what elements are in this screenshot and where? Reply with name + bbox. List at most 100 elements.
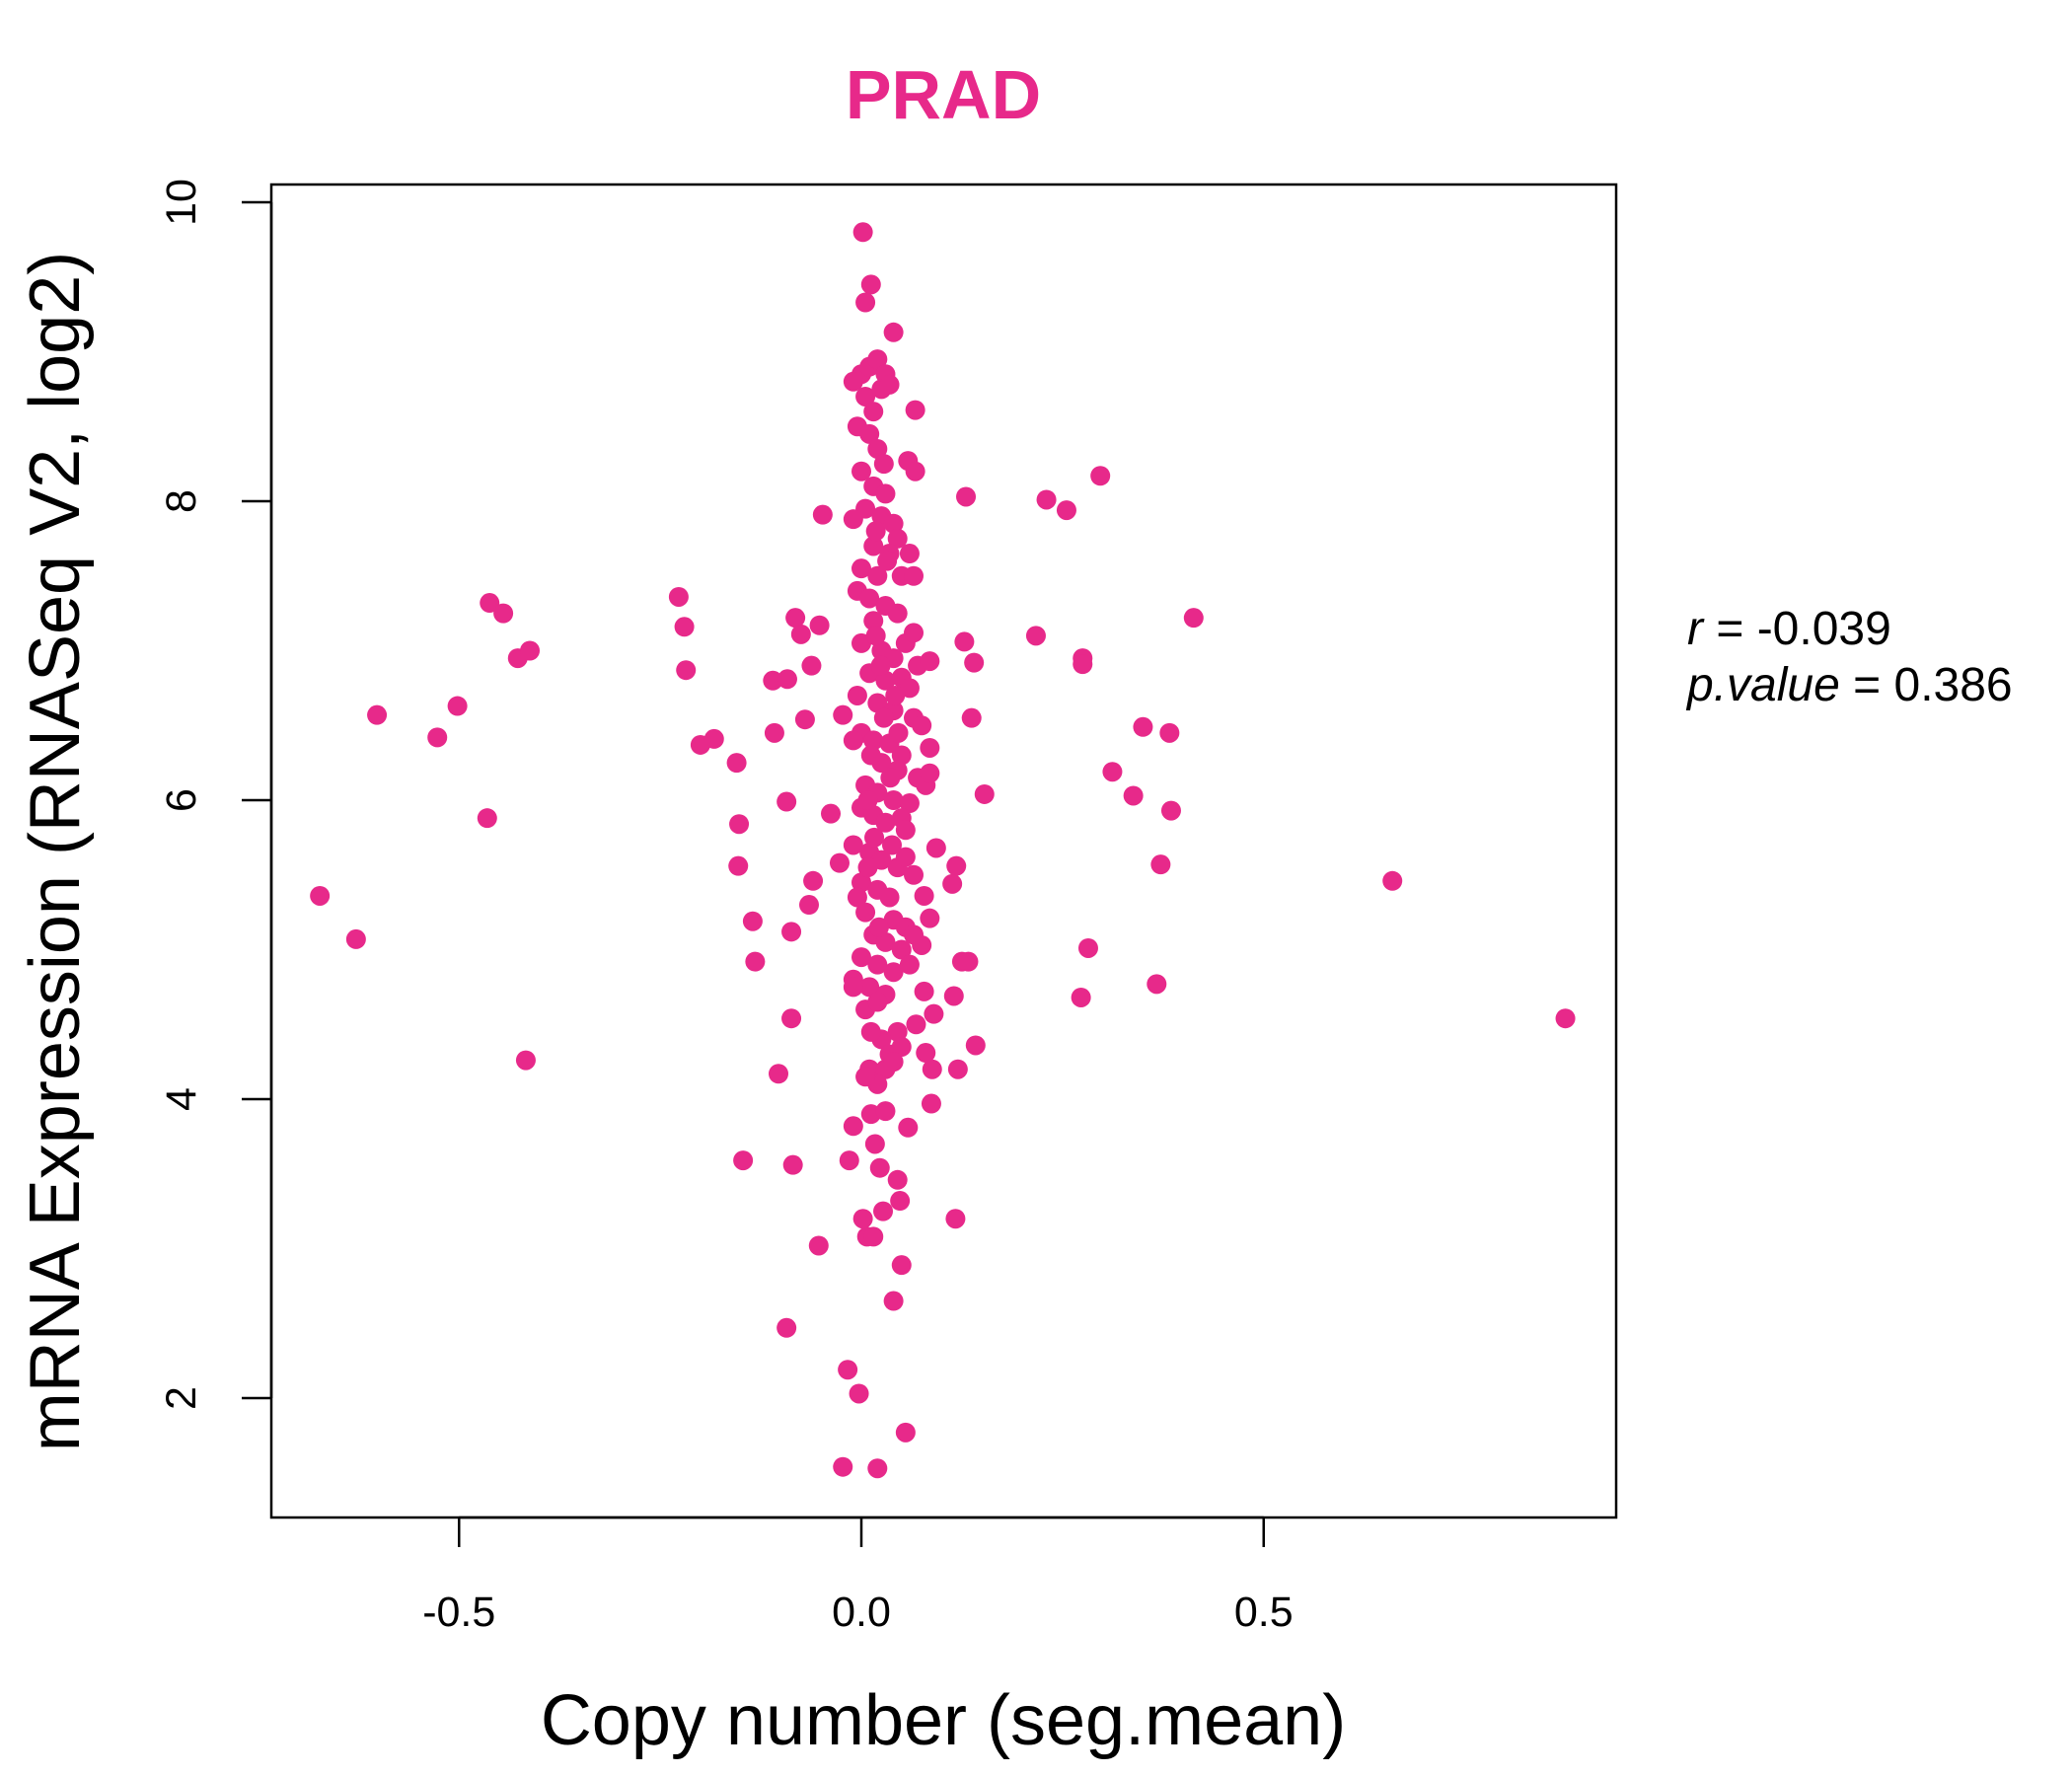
- data-point: [1102, 762, 1123, 782]
- data-point: [851, 461, 871, 481]
- data-point: [964, 652, 985, 673]
- data-point: [838, 1360, 858, 1380]
- data-point: [1159, 722, 1180, 743]
- data-point: [808, 1235, 829, 1256]
- data-point: [867, 992, 888, 1012]
- data-point: [873, 454, 894, 475]
- data-point: [864, 827, 885, 848]
- data-point: [912, 715, 932, 736]
- data-point: [875, 483, 896, 504]
- data-point: [1160, 800, 1181, 821]
- data-point: [1056, 500, 1076, 521]
- data-point: [883, 1052, 904, 1073]
- data-point: [855, 1067, 876, 1087]
- data-point: [676, 660, 697, 681]
- data-point: [925, 838, 946, 858]
- data-point: [888, 722, 909, 743]
- data-point: [867, 1458, 888, 1479]
- data-point: [865, 521, 886, 542]
- correlation-annotation: r = -0.039: [1687, 603, 1891, 655]
- data-point: [1133, 716, 1153, 737]
- data-point: [1382, 870, 1403, 891]
- data-point: [843, 371, 863, 392]
- data-point: [895, 820, 916, 841]
- data-point: [427, 727, 448, 748]
- data-point: [906, 1014, 926, 1035]
- data-point: [345, 928, 366, 949]
- data-point: [956, 486, 977, 507]
- data-point: [849, 1383, 869, 1404]
- data-point: [867, 438, 888, 459]
- data-point: [855, 386, 876, 407]
- data-point: [891, 1036, 912, 1057]
- data-point: [1183, 608, 1204, 629]
- data-point: [1123, 785, 1144, 806]
- x-tick-label: 0.0: [832, 1589, 891, 1636]
- data-point: [887, 1169, 908, 1190]
- data-point: [860, 745, 881, 766]
- y-tick-label: 10: [158, 179, 205, 226]
- data-point: [865, 626, 886, 646]
- data-point: [763, 670, 783, 691]
- data-point: [829, 852, 850, 873]
- data-point: [781, 922, 802, 942]
- data-point: [942, 873, 963, 894]
- data-point: [493, 603, 514, 624]
- data-point: [891, 939, 912, 960]
- data-point: [961, 707, 982, 728]
- data-point: [310, 885, 331, 906]
- y-tick-label: 8: [158, 489, 205, 513]
- y-axis-label: mRNA Expression (RNASeq V2, log2): [16, 252, 95, 1451]
- data-point: [1071, 987, 1091, 1007]
- data-point: [785, 608, 806, 629]
- data-point: [875, 812, 896, 833]
- data-point: [852, 222, 873, 243]
- data-point: [916, 1043, 936, 1064]
- data-points: [310, 222, 1576, 1479]
- data-point: [515, 1050, 536, 1071]
- data-point: [859, 423, 880, 444]
- data-point: [769, 1064, 789, 1084]
- data-point: [863, 611, 884, 631]
- data-point: [945, 1209, 966, 1229]
- data-point: [875, 931, 896, 952]
- data-point: [674, 617, 695, 637]
- data-point: [729, 814, 750, 835]
- data-point: [860, 274, 881, 295]
- data-point: [851, 872, 871, 893]
- data-point: [922, 1059, 942, 1079]
- data-point: [873, 707, 894, 728]
- p-value: = 0.386: [1853, 659, 2012, 711]
- data-point: [851, 947, 871, 968]
- data-point: [447, 696, 468, 716]
- data-point: [880, 768, 901, 788]
- data-point: [855, 292, 876, 313]
- data-point: [742, 911, 763, 931]
- data-point: [477, 808, 497, 829]
- data-point: [480, 593, 500, 614]
- data-point: [870, 655, 891, 676]
- pvalue-annotation: p.value = 0.386: [1685, 659, 2013, 711]
- data-point: [943, 986, 964, 1006]
- data-point: [733, 1150, 754, 1171]
- data-point: [726, 753, 747, 774]
- data-point: [1147, 974, 1167, 995]
- data-point: [781, 1008, 802, 1029]
- data-point: [887, 528, 908, 549]
- data-point: [745, 951, 766, 972]
- data-point: [855, 902, 876, 923]
- data-point: [883, 962, 904, 983]
- r-label: r: [1687, 603, 1705, 655]
- data-point: [833, 1456, 853, 1477]
- data-point: [777, 1317, 797, 1338]
- data-point: [864, 1134, 885, 1154]
- data-point: [883, 513, 904, 534]
- data-point: [867, 349, 888, 370]
- data-point: [881, 835, 902, 855]
- data-point: [863, 730, 884, 751]
- data-point: [890, 1191, 911, 1212]
- data-point: [847, 685, 867, 705]
- data-point: [843, 1116, 863, 1137]
- data-point: [867, 693, 888, 713]
- y-tick-label: 4: [158, 1087, 205, 1111]
